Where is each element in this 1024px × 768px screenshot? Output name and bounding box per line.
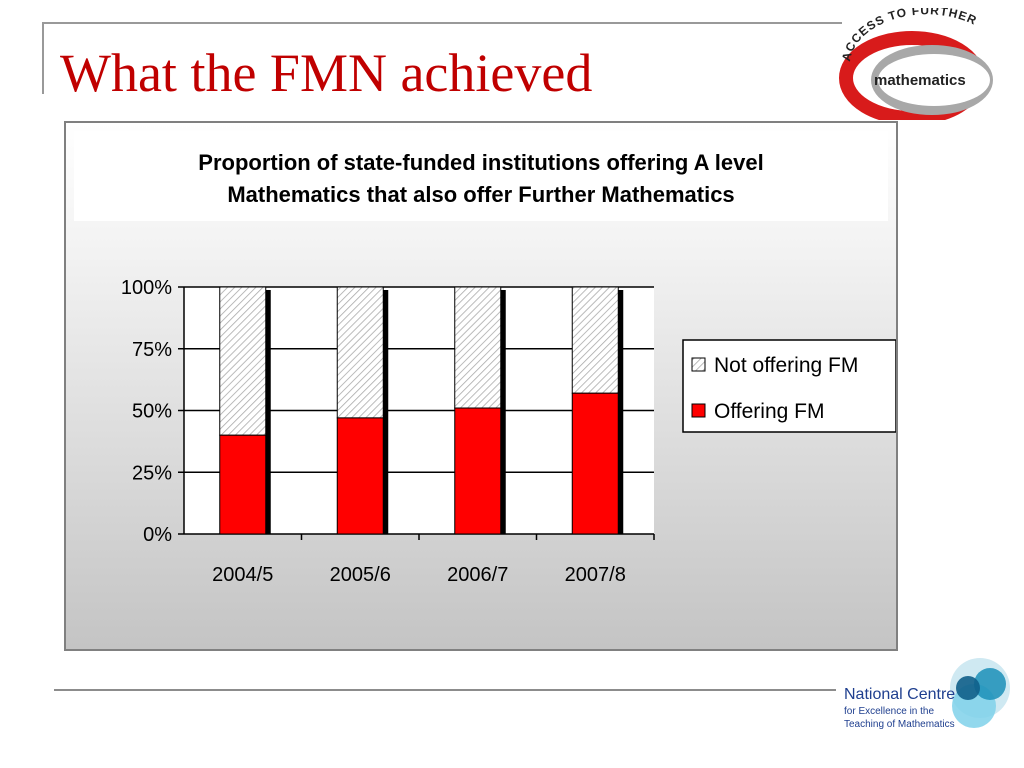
national-centre-subtitle-1: for Excellence in the — [844, 706, 935, 717]
bar-not-offering-fm — [219, 286, 267, 436]
bar-offering-fm — [219, 434, 267, 535]
footer-rule — [54, 689, 836, 691]
legend-label: Not offering FM — [714, 354, 858, 377]
national-centre-circles-icon — [950, 658, 1010, 728]
bar-offering-fm — [454, 407, 502, 535]
legend-box — [682, 339, 896, 433]
chart-title-background — [74, 131, 888, 221]
y-tick-label: 0% — [143, 524, 172, 546]
access-to-further-mathematics-logo: ACCESS TO FURTHER mathematics — [839, 8, 993, 120]
bar-offering-fm — [336, 417, 384, 535]
x-tick-label: 2006/7 — [447, 564, 508, 586]
y-tick-label: 50% — [132, 401, 172, 423]
x-tick-label: 2004/5 — [212, 564, 273, 586]
title-frame-left-line — [42, 22, 44, 94]
legend-swatch — [691, 403, 706, 418]
bar-offering-fm — [571, 392, 619, 535]
legend-label: Offering FM — [714, 400, 824, 423]
chart-title-line-2: Mathematics that also offer Further Math… — [227, 182, 735, 207]
chart-title: Proportion of state-funded institutions … — [74, 147, 888, 211]
x-tick-label: 2005/6 — [330, 564, 391, 586]
y-tick-label: 75% — [132, 339, 172, 361]
national-centre-logo: National Centre for Excellence in the Te… — [842, 648, 1022, 768]
logo-word: mathematics — [874, 72, 966, 89]
logo-inner-fill — [878, 54, 990, 106]
chart-title-line-1: Proportion of state-funded institutions … — [198, 150, 764, 175]
bar-not-offering-fm — [336, 286, 384, 419]
title-frame-top-line — [42, 22, 842, 24]
legend-swatch — [691, 357, 706, 372]
bar-not-offering-fm — [454, 286, 502, 409]
national-centre-subtitle-2: Teaching of Mathematics — [844, 719, 955, 730]
chart-panel: Proportion of state-funded institutions … — [64, 121, 898, 651]
national-centre-title: National Centre — [844, 686, 956, 703]
bar-not-offering-fm — [571, 286, 619, 394]
slide-title: What the FMN achieved — [60, 43, 593, 103]
y-tick-label: 25% — [132, 462, 172, 484]
x-tick-label: 2007/8 — [565, 564, 626, 586]
chart-canvas: 0% 25% 50% 75% 100% 2004/5 2005/6 2006/7 2007/8 N… — [121, 277, 896, 586]
y-tick-label: 100% — [121, 277, 172, 299]
